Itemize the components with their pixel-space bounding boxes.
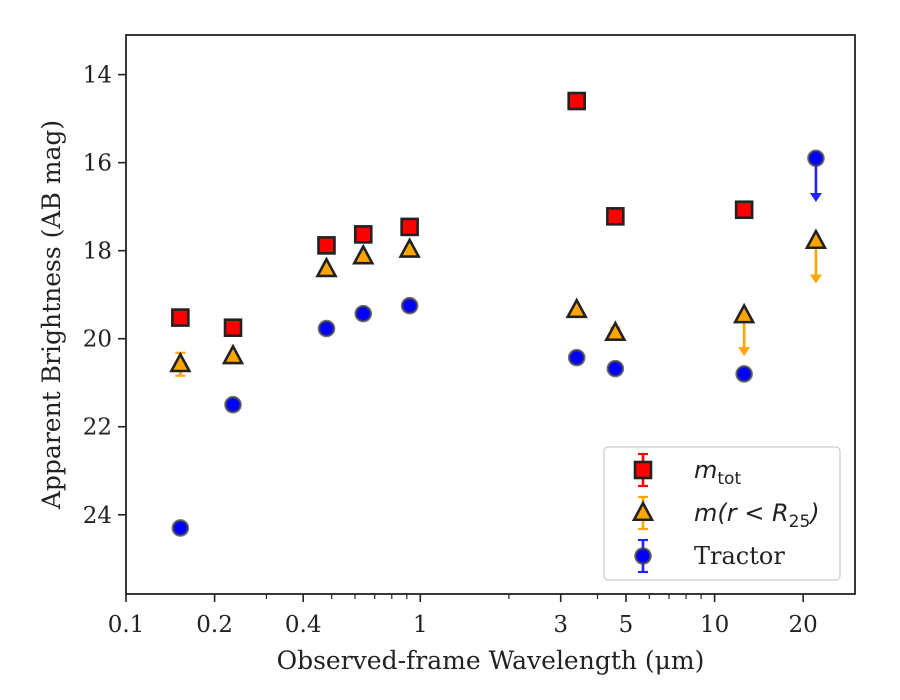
x-axis-label: Observed-frame Wavelength (μm) [277,646,705,675]
ticks-layer: 0.1 0.2 0.4 1 3 5 10 20 14 16 18 20 22 24 [83,63,818,638]
data-point-circle [224,395,242,414]
data-point-triangle [565,297,588,319]
data-point-triangle [315,256,338,278]
x-tick-label: 10 [700,612,729,638]
series-circle-group [171,149,825,537]
legend: mtot m(r < R25) Tractor [603,446,841,581]
x-tick-label: 5 [619,612,634,638]
legend-label-base: m(r < R [694,499,789,527]
data-point-triangle [804,228,828,250]
data-point-circle [317,319,336,338]
data-point-square [567,91,587,111]
y-tick-label: 16 [83,151,112,177]
data-point-square [317,236,336,255]
data-point-circle [354,304,373,323]
legend-box [603,446,841,581]
data-point-circle [400,296,419,315]
legend-label-subscript: 25 [789,512,811,532]
y-tick-label: 20 [83,327,112,353]
y-tick-label: 14 [83,63,112,89]
x-tick-label: 0.2 [196,612,233,638]
x-tick-label: 1 [413,612,428,638]
data-point-circle [606,359,625,378]
legend-label: mtot [694,456,741,489]
data-point-square [734,200,754,220]
legend-label-subscript: tot [717,469,741,489]
x-tick-label: 20 [789,612,818,638]
data-point-square [353,225,373,244]
y-tick-label: 18 [83,239,112,265]
data-point-square [223,318,243,338]
y-tick-label: 24 [83,503,112,529]
y-axis-label: Apparent Brightness (AB mag) [37,120,66,510]
x-tick-label: 0.4 [285,612,322,638]
data-point-triangle [221,343,245,365]
data-point-triangle [169,351,192,373]
data-point-square [606,207,625,226]
legend-label: m(r < R25) [694,499,820,532]
data-point-circle [735,365,753,383]
data-point-triangle [398,237,421,258]
data-point-triangle [352,243,375,265]
x-tick-label: 0.1 [108,612,145,638]
data-point-circle [807,149,825,168]
series-triangle-group [169,228,828,377]
data-point-square [400,217,419,237]
data-point-circle [567,348,586,367]
legend-label-base: m [694,456,717,484]
data-point-circle [171,519,190,537]
marks-layer [169,91,828,537]
legend-marker-square [633,460,653,480]
legend-label-base: Tractor [694,542,785,570]
legend-label-tail: ) [808,499,819,527]
y-tick-label: 22 [83,415,112,441]
series-square-group [171,91,754,338]
upper-limit-arrow-head [809,274,822,284]
data-point-triangle [732,302,756,324]
data-point-square [171,308,190,327]
upper-limit-arrow-head [738,347,751,357]
legend-label: Tractor [694,542,785,570]
x-tick-label: 3 [553,612,568,638]
legend-marker-triangle [631,500,655,522]
upper-limit-arrow-head [809,193,822,203]
legend-marker-circle [634,547,652,565]
data-point-triangle [604,320,627,342]
